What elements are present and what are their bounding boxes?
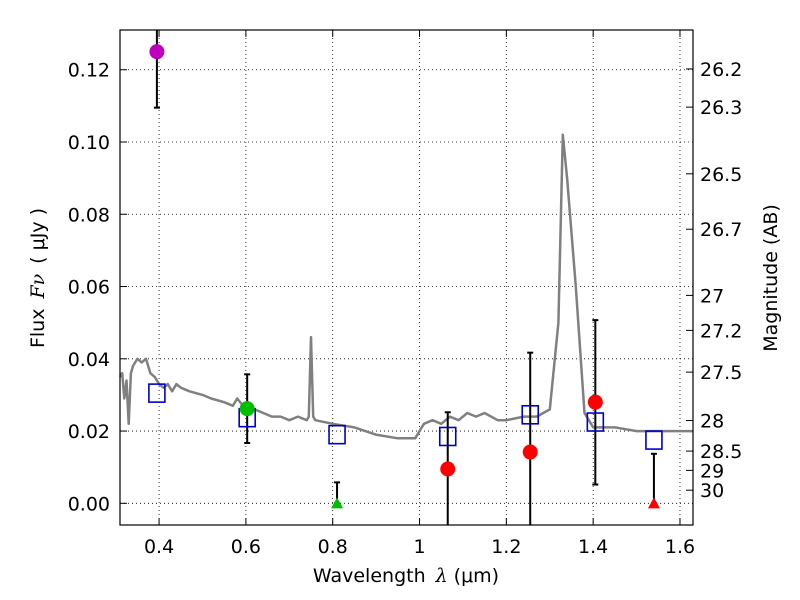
model-points-layer (148, 383, 663, 450)
x-tick-label: 1 (413, 536, 425, 558)
x-tick-label: 1.4 (578, 536, 608, 558)
y-tick-label: 0.00 (68, 493, 110, 515)
x-tick-label: 0.4 (144, 536, 174, 558)
observed-point-green (239, 401, 255, 417)
observed-point-red (440, 461, 456, 477)
errorbar-layer (153, 30, 657, 525)
magnitude-tick-label: 26.5 (700, 164, 742, 186)
model-photometry-square (521, 404, 540, 425)
y-tick-label: 0.02 (68, 421, 110, 443)
magnitude-tick-label: 29 (700, 460, 724, 482)
magnitude-tick-label: 26.2 (700, 59, 742, 81)
y-tick-label: 0.04 (68, 349, 110, 371)
x-tick-label: 1.6 (665, 536, 695, 558)
y-tick-label: 0.06 (68, 277, 110, 299)
y-axis-title-prefix: Flux (27, 309, 49, 349)
axis-ticks: 0.4 0.6 0.8 1 1.2 1.4 1.6 0.00 0.02 0.04 0.06 0.08 0… (68, 30, 742, 558)
y-axis-title-unit: ( μJy ) (27, 208, 49, 264)
y-tick-label: 0.12 (68, 60, 110, 82)
magnitude-tick-label: 26.3 (700, 97, 742, 119)
y-axis-title-symbol: Fν (27, 273, 49, 299)
model-photometry-square (148, 383, 166, 403)
y-axis-title: Flux Fν ( μJy ) (27, 208, 49, 348)
observed-points-layer (149, 44, 660, 509)
model-photometry-square (328, 424, 346, 445)
magnitude-tick-label: 30 (700, 480, 724, 502)
spectrum-layer (118, 133, 693, 440)
y-tick-label: 0.08 (68, 204, 110, 226)
grid-lines (120, 30, 693, 525)
magnitude-tick-label: 28 (700, 411, 724, 433)
model-photometry-square (438, 426, 457, 447)
x-tick-label: 0.6 (231, 536, 261, 558)
x-tick-label: 0.8 (318, 536, 348, 558)
x-axis-title: Wavelength λ (μm) (313, 565, 499, 587)
magnitude-tick-label: 27.5 (700, 362, 742, 384)
y2-axis-title: Magnitude (AB) (760, 204, 782, 352)
x-axis-title-prefix: Wavelength (313, 565, 426, 587)
magnitude-tick-label: 28.5 (700, 441, 742, 463)
model-photometry-square (586, 412, 605, 432)
model-photometry-square (645, 430, 663, 450)
magnitude-tick-label: 27.2 (700, 320, 742, 342)
magnitude-tick-label: 27 (700, 285, 724, 307)
x-tick-label: 1.2 (491, 536, 521, 558)
x-axis-title-symbol: λ (435, 565, 448, 587)
y-tick-label: 0.10 (68, 132, 110, 154)
observed-point-purple (149, 44, 165, 60)
magnitude-tick-label: 26.7 (700, 219, 742, 241)
observed-point-red (522, 444, 538, 460)
plot-frame (119, 29, 694, 526)
upper-limit-triangle-green (331, 497, 344, 509)
observed-point-red (587, 394, 603, 410)
spectrum-line (118, 133, 693, 440)
x-axis-title-unit: (μm) (454, 565, 499, 587)
upper-limit-triangle-red (647, 497, 660, 509)
